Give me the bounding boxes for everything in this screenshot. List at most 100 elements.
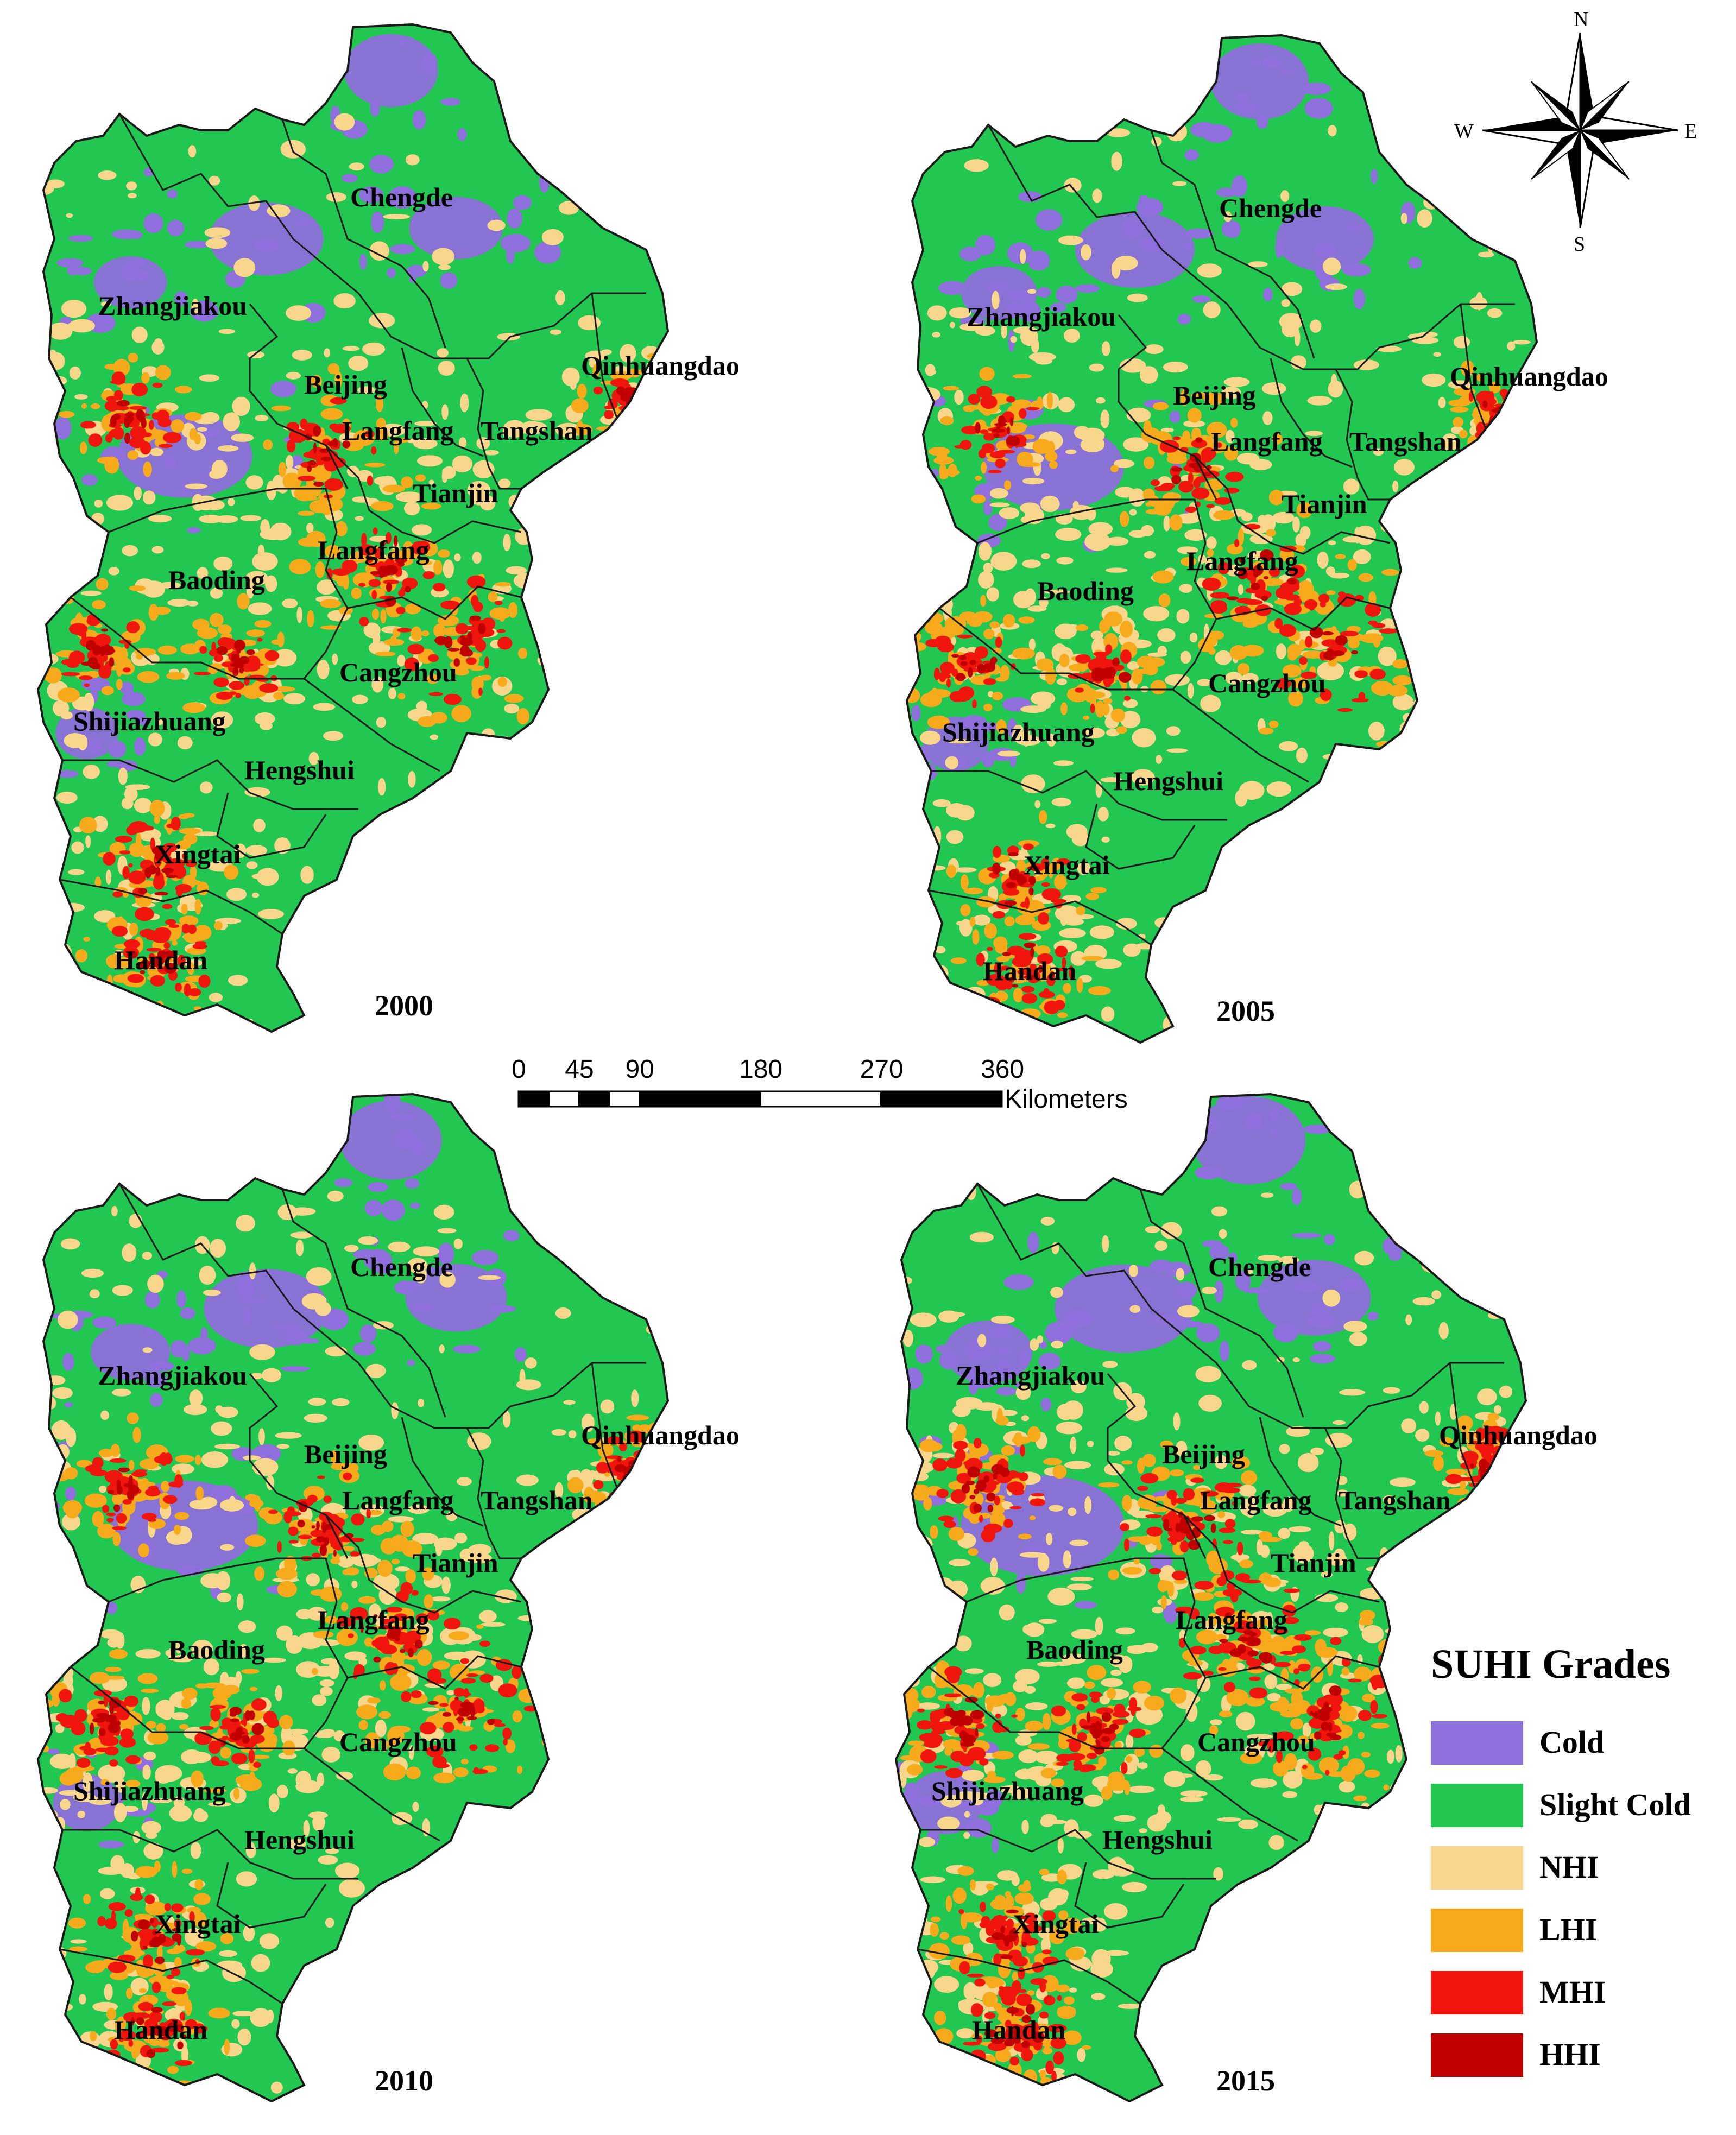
nhi-patch — [1021, 1820, 1029, 1834]
nhi-patch — [1284, 816, 1295, 836]
cold-patch — [51, 495, 59, 508]
nhi-patch — [1011, 1787, 1032, 1799]
cold-patch — [1204, 35, 1214, 39]
hhi-patch — [163, 963, 177, 974]
nhi-patch — [256, 868, 279, 886]
mhi-patch — [153, 875, 165, 890]
lhi-patch — [1039, 810, 1047, 824]
cold-patch — [998, 1357, 1011, 1377]
nhi-patch — [218, 329, 235, 334]
nhi-patch — [1390, 902, 1411, 921]
cold-patch — [1136, 198, 1164, 217]
lhi-patch — [415, 474, 426, 482]
lhi-patch — [432, 1660, 450, 1670]
hhi-patch — [487, 1719, 495, 1725]
cold-patch — [936, 1344, 952, 1353]
nhi-patch — [1091, 1993, 1106, 2000]
nhi-patch — [150, 1798, 173, 1803]
mhi-patch — [1178, 481, 1194, 493]
lhi-patch — [320, 625, 342, 630]
region-label-langfang_north: Langfang — [342, 415, 454, 446]
lhi-patch — [1240, 1752, 1262, 1764]
mhi-patch — [185, 2019, 197, 2029]
nhi-patch — [592, 565, 604, 571]
nhi-patch — [1110, 1669, 1122, 1676]
nhi-patch — [177, 736, 193, 750]
mhi-patch — [1105, 644, 1113, 655]
mhi-patch — [126, 621, 140, 634]
nhi-patch — [300, 866, 314, 884]
hhi-patch — [1006, 435, 1020, 446]
nhi-patch — [902, 1330, 914, 1347]
lhi-patch — [371, 1525, 386, 1536]
lhi-patch — [1272, 433, 1283, 445]
nhi-patch — [365, 1363, 386, 1378]
nhi-patch — [1214, 1455, 1228, 1469]
cold-patch — [1312, 1341, 1331, 1352]
nhi-patch — [211, 711, 233, 729]
nhi-patch — [38, 2040, 60, 2049]
mhi-patch — [216, 691, 233, 700]
nhi-patch — [1424, 521, 1437, 530]
cold-patch — [1228, 1252, 1238, 1264]
mhi-patch — [109, 1759, 118, 1767]
lhi-patch — [156, 1723, 166, 1733]
mhi-patch — [130, 1893, 143, 1901]
nhi-patch — [243, 1925, 255, 1942]
hhi-patch — [127, 951, 138, 958]
lhi-patch — [992, 692, 1003, 700]
nhi-patch — [459, 1548, 476, 1562]
mhi-patch — [1293, 598, 1302, 606]
lhi-patch — [185, 412, 202, 421]
nhi-patch — [550, 1945, 565, 1964]
nhi-patch — [1403, 1714, 1412, 1732]
cold-patch — [145, 1328, 154, 1335]
lhi-patch — [927, 715, 950, 729]
hhi-patch — [99, 1728, 106, 1736]
lhi-patch — [416, 1649, 432, 1666]
nhi-patch — [1100, 409, 1110, 428]
nhi-patch — [60, 1238, 80, 1250]
nhi-patch — [1441, 614, 1466, 624]
mhi-patch — [194, 2023, 204, 2031]
lhi-patch — [136, 653, 143, 660]
nhi-patch — [536, 610, 563, 615]
lhi-patch — [480, 674, 491, 681]
cold-patch — [1045, 1321, 1073, 1344]
hhi-patch — [459, 637, 474, 646]
lhi-patch — [1245, 1696, 1265, 1707]
lhi-patch — [149, 799, 165, 817]
nhi-patch — [568, 1430, 577, 1438]
admin-boundary — [70, 1666, 304, 1749]
lhi-patch — [1068, 664, 1089, 672]
nhi-patch — [1449, 483, 1464, 495]
nhi-patch — [282, 598, 298, 609]
nhi-patch — [1279, 741, 1298, 751]
mhi-patch — [992, 911, 1006, 919]
nhi-patch — [1145, 1226, 1160, 1233]
nhi-patch — [135, 1649, 161, 1659]
mhi-patch — [189, 1911, 195, 1923]
nhi-patch — [201, 1451, 228, 1468]
nhi-patch — [1187, 683, 1194, 699]
admin-boundary — [325, 1514, 522, 1614]
lhi-patch — [1152, 570, 1174, 584]
nhi-patch — [1063, 2086, 1072, 2094]
admin-boundary — [325, 444, 522, 544]
mhi-patch — [331, 1517, 345, 1528]
nhi-patch — [696, 467, 704, 476]
mhi-patch — [126, 825, 138, 836]
admin-boundary — [216, 792, 327, 859]
nhi-patch — [75, 1609, 91, 1619]
nhi-patch — [594, 1568, 612, 1582]
mhi-patch — [1040, 858, 1050, 869]
nhi-patch — [478, 1275, 501, 1280]
nhi-patch — [412, 1533, 439, 1545]
mhi-patch — [330, 1543, 339, 1548]
lhi-patch — [471, 676, 484, 692]
lhi-patch — [400, 1520, 414, 1537]
nhi-patch — [585, 748, 596, 760]
nhi-patch — [1157, 628, 1176, 642]
hhi-patch — [316, 1521, 320, 1530]
mhi-patch — [642, 1486, 658, 1499]
